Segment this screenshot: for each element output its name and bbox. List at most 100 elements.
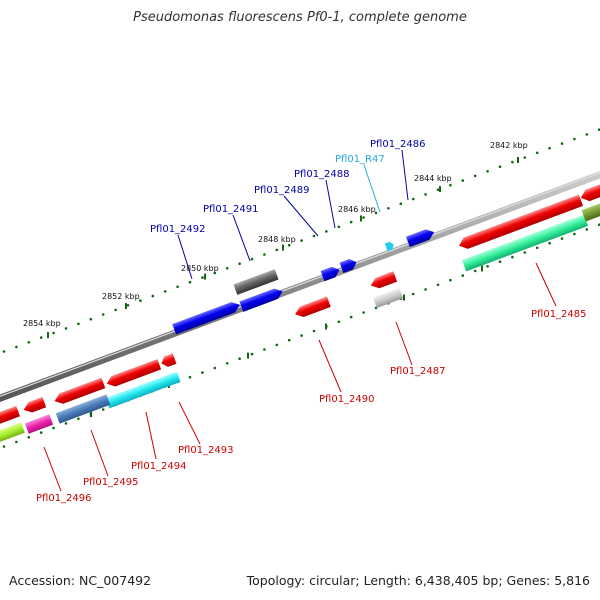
- scale-label-2846: 2846 kbp: [338, 205, 376, 214]
- lower-scale-dot: [548, 241, 551, 245]
- upper-scale-dot: [15, 345, 18, 349]
- upper-scale-dot: [436, 188, 440, 192]
- lower-scale-dot: [449, 278, 452, 282]
- map-title: Pseudomonas fluorescens Pf0-1, complete …: [133, 10, 467, 25]
- gene-pfl01-2487[interactable]: [369, 271, 398, 290]
- gene-pfl01-2484[interactable]: [579, 182, 600, 203]
- upper-scale-dot: [387, 207, 390, 210]
- upper-scale-dot: [585, 133, 589, 136]
- gene-pfl01-2491[interactable]: [239, 286, 284, 312]
- gene-pfl01-2497[interactable]: [0, 405, 21, 426]
- upper-scale-dot: [64, 327, 68, 330]
- label-leader-line: [363, 164, 381, 213]
- upper-scale-dot: [597, 128, 600, 131]
- upper-scale-dot: [287, 243, 291, 247]
- gene-pfl01-2495b[interactable]: [55, 394, 111, 424]
- upper-scale-dot: [52, 331, 55, 335]
- upper-scale-dot: [498, 165, 502, 168]
- label-leader-line: [232, 214, 251, 262]
- upper-scale-dot: [213, 271, 217, 275]
- upper-scale-dot: [201, 276, 204, 279]
- upper-scale-dot: [374, 211, 378, 215]
- gene-pfl01-2494b[interactable]: [105, 371, 181, 409]
- upper-scale-dot: [89, 317, 93, 321]
- gene-pfl01-2488[interactable]: [339, 257, 359, 273]
- upper-scale-dot: [101, 313, 105, 316]
- label-leader-line: [318, 339, 342, 393]
- gene-pfl01-r47[interactable]: [384, 241, 395, 252]
- gene-label-pfl01-2486[interactable]: Pfl01_2486: [370, 139, 426, 150]
- gene-label-pfl01-2491[interactable]: Pfl01_2491: [203, 204, 259, 215]
- gene-pfl01-2496b[interactable]: [24, 414, 54, 434]
- upper-scale-dot: [411, 197, 415, 201]
- gene-pfl01-2486[interactable]: [405, 227, 436, 248]
- label-leader-line: [401, 149, 409, 201]
- gene-pfl01-2491b[interactable]: [233, 269, 279, 295]
- gene-label-pfl01-2490[interactable]: Pfl01_2490: [319, 394, 375, 405]
- lower-scale-dot: [511, 255, 514, 259]
- gene-label-pfl01-2493[interactable]: Pfl01_2493: [178, 445, 234, 456]
- gene-pfl01-2484b[interactable]: [581, 202, 600, 222]
- upper-scale-dot: [461, 179, 465, 182]
- upper-scale-dot: [349, 220, 353, 224]
- upper-scale-dot: [325, 230, 328, 233]
- upper-scale-dot: [163, 290, 167, 293]
- gene-pfl01-2492[interactable]: [172, 300, 241, 335]
- upper-scale-dot: [238, 262, 241, 266]
- gene-label-pfl01-2495[interactable]: Pfl01_2495: [83, 477, 139, 488]
- scale-label-2854: 2854 kbp: [23, 319, 61, 328]
- label-leader-line: [43, 446, 62, 492]
- lower-scale-dot: [498, 260, 502, 264]
- gene-pfl01-2485[interactable]: [457, 194, 584, 252]
- upper-scale-dot: [2, 350, 6, 353]
- upper-scale-dot: [27, 341, 31, 344]
- upper-scale-dot: [300, 239, 303, 242]
- scale-label-2842: 2842 kbp: [490, 141, 528, 150]
- lower-scale-dot: [275, 343, 279, 347]
- lower-scale-dot: [436, 283, 440, 287]
- label-leader-line: [178, 401, 201, 445]
- upper-scale-dot: [449, 183, 452, 187]
- topology-text: Topology: circular; Length: 6,438,405 bp…: [246, 573, 590, 588]
- lower-scale-dot: [424, 288, 427, 291]
- upper-scale-dot: [573, 137, 576, 141]
- lower-scale-dot: [52, 426, 55, 430]
- gene-pfl01-2496[interactable]: [22, 397, 47, 415]
- gene-label-pfl01-2492[interactable]: Pfl01_2492: [150, 224, 206, 235]
- upper-scale-dot: [39, 336, 43, 339]
- gene-label-pfl01-2488[interactable]: Pfl01_2488: [294, 169, 350, 180]
- lower-scale-dot: [213, 366, 217, 370]
- lower-scale-dot: [188, 375, 192, 379]
- lower-scale-dot: [225, 362, 229, 365]
- lower-scale-dot: [585, 228, 589, 231]
- lower-scale-dot: [2, 445, 6, 448]
- scale-label-2850: 2850 kbp: [181, 264, 219, 273]
- lower-scale-dot: [238, 357, 241, 361]
- gene-pfl01-2490[interactable]: [293, 296, 331, 320]
- gene-label-pfl01-2494[interactable]: Pfl01_2494: [131, 461, 187, 472]
- upper-scale-dot: [523, 156, 527, 159]
- gene-pfl01-2497b[interactable]: [0, 422, 25, 444]
- gene-pfl01-2487b[interactable]: [372, 287, 404, 309]
- gene-label-pfl01-r47[interactable]: Pfl01_R47: [335, 154, 385, 165]
- genome-backbone: [0, 170, 600, 403]
- upper-scale-dot: [139, 299, 142, 303]
- lower-scale-dot: [597, 223, 600, 226]
- gene-pfl01-2485b[interactable]: [461, 214, 589, 272]
- gene-pfl01-2495[interactable]: [53, 377, 106, 406]
- gene-pfl01-2494[interactable]: [105, 359, 162, 389]
- label-leader-line: [325, 179, 336, 229]
- upper-scale-dot: [560, 142, 564, 145]
- gene-label-pfl01-2489[interactable]: Pfl01_2489: [254, 185, 310, 196]
- gene-pfl01-2489[interactable]: [320, 265, 342, 282]
- upper-scale-dot: [312, 234, 316, 238]
- lower-scale-dot: [349, 315, 353, 319]
- upper-scale-dot: [126, 304, 130, 307]
- gene-label-pfl01-2496[interactable]: Pfl01_2496: [36, 493, 92, 504]
- lower-scale-dot: [411, 292, 415, 296]
- gene-pfl01-2493[interactable]: [160, 353, 177, 368]
- lower-scale-dot: [64, 422, 68, 425]
- scale-label-2844: 2844 kbp: [414, 174, 452, 183]
- gene-label-pfl01-2485[interactable]: Pfl01_2485: [531, 309, 587, 320]
- gene-label-pfl01-2487[interactable]: Pfl01_2487: [390, 366, 446, 377]
